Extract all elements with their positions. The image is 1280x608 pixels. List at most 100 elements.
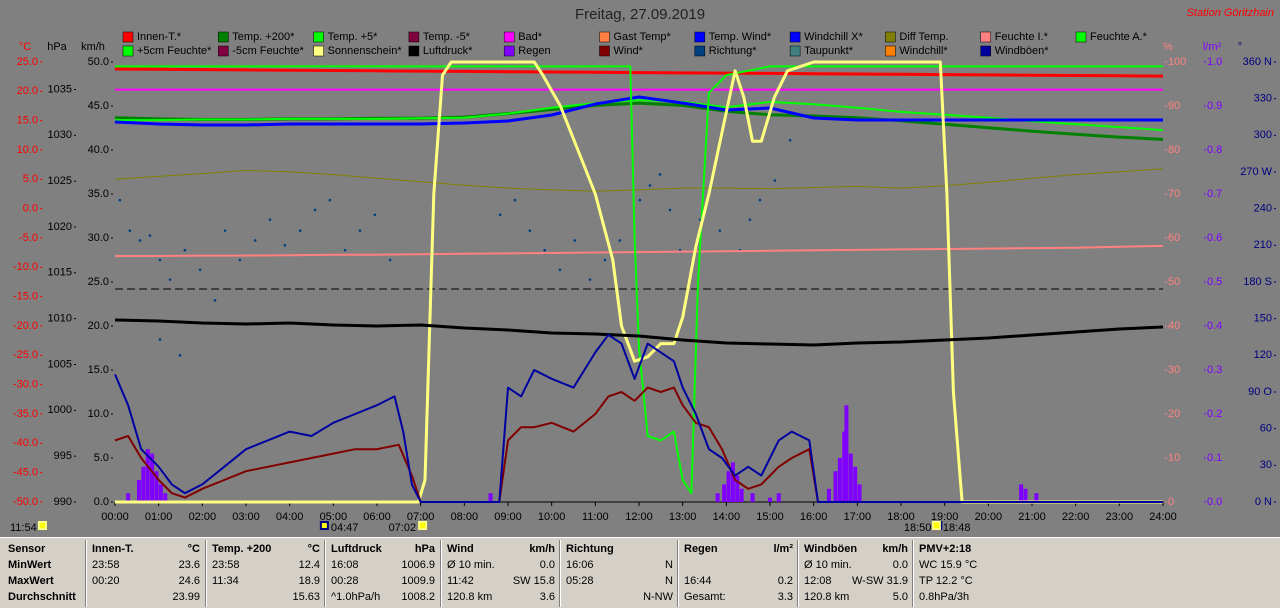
rain-bar [833, 471, 838, 502]
x-tick-label: 22:00 [1062, 511, 1090, 523]
y-tick-label: -25.0 [13, 349, 38, 361]
table-cell: 12:08 [804, 575, 832, 587]
y-tick-label: 120 [1254, 349, 1272, 361]
y-tick-label: 40 [1168, 320, 1180, 332]
legend-label: Bad* [518, 31, 543, 43]
direction-dot [788, 138, 792, 142]
direction-dot [618, 239, 622, 242]
y-tick-label: 0.7 [1207, 188, 1222, 200]
y-tick-label: 0.0 [94, 496, 109, 508]
rain-bar [853, 466, 858, 502]
legend-swatch [122, 45, 134, 57]
separator [677, 540, 679, 607]
legend-swatch [218, 31, 229, 43]
sun-moon-icon [40, 523, 45, 528]
station-name: Station Göritzhain [1187, 7, 1274, 19]
legend-label: Temp. Wind* [709, 31, 772, 43]
direction-dot [183, 248, 187, 252]
table-cell: 5.0 [892, 591, 908, 603]
rain-bar [848, 453, 853, 502]
y-tick-label: 360 N [1243, 56, 1272, 68]
rain-bar [844, 405, 849, 502]
legend-label: Richtung* [709, 45, 757, 57]
table-cell: MaxWert [8, 575, 54, 587]
sun-moon-icon [933, 523, 939, 528]
legend-swatch [503, 45, 515, 57]
rain-bar [158, 484, 163, 502]
y-tick-label: 5.0 [94, 452, 109, 464]
marker-label: 07:02 [389, 522, 417, 534]
table-cell: 12.4 [298, 559, 320, 571]
legend-swatch [885, 45, 896, 57]
separator [324, 540, 326, 607]
table-cell: W-SW 31.9 [851, 575, 908, 587]
y-tick-label: 50 [1168, 276, 1180, 288]
direction-dot [213, 299, 217, 302]
y-tick-label: 15.0 [17, 115, 38, 127]
legend-label: Windböen* [995, 45, 1050, 57]
table-cell: N [665, 575, 673, 587]
direction-dot [373, 213, 377, 217]
legend-swatch [218, 45, 229, 57]
table-cell: 1009.9 [401, 575, 435, 587]
table-cell: 1008.2 [401, 591, 435, 603]
y-tick-label: 1025 [48, 175, 72, 187]
rain-bar [126, 493, 131, 502]
separator [205, 540, 207, 607]
table-cell: MinWert [8, 559, 52, 571]
x-tick-label: 11:00 [582, 511, 609, 523]
table-cell: 23:58 [92, 559, 120, 571]
table-cell: 1006.9 [401, 559, 435, 571]
y-tick-label: -20.0 [13, 320, 38, 332]
direction-dot [748, 218, 752, 221]
x-tick-label: 10:00 [538, 511, 566, 523]
direction-dot [298, 229, 302, 232]
series-line [114, 168, 1164, 192]
table-cell: SW 15.8 [512, 575, 555, 587]
table-cell: TP 12.2 °C [919, 575, 973, 587]
y-tick-label: 20.0 [88, 320, 109, 332]
direction-dot [158, 338, 162, 341]
direction-dot [313, 208, 317, 212]
direction-dot [283, 244, 287, 247]
rain-bar [750, 493, 755, 502]
y-tick-label: 0.1 [1207, 452, 1222, 464]
rain-bar [163, 493, 168, 502]
y-tick-label: 1015 [48, 267, 72, 279]
x-tick-label: 18:00 [887, 511, 915, 523]
y-tick-label: 30 [1260, 459, 1272, 471]
table-cell: Ø 10 min. [804, 559, 852, 571]
y-tick-label: 90 O [1248, 386, 1272, 398]
table-cell: hPa [414, 543, 435, 555]
series-line [114, 95, 1163, 127]
y-tick-label: 0.2 [1207, 408, 1222, 420]
table-cell: 24.6 [178, 575, 200, 587]
y-tick-label: 10.0 [88, 408, 109, 420]
x-tick-label: 14:00 [713, 511, 741, 523]
axis-unit: km/h [81, 41, 105, 53]
direction-dot [388, 258, 392, 262]
x-tick-label: 03:00 [232, 511, 260, 523]
x-tick-label: 12:00 [625, 511, 653, 523]
table-cell: km/h [882, 543, 908, 555]
legend-swatch [313, 31, 324, 43]
stats-table: Sensor MinWert MaxWert Durchschnitt Innen-T.… [0, 537, 1280, 608]
direction-dot [603, 258, 607, 262]
y-tick-label: 300 [1254, 129, 1272, 141]
legend-swatch [408, 45, 420, 57]
direction-dot [638, 198, 642, 202]
legend-label: Windchill X* [804, 31, 863, 43]
y-tick-label: 180 S [1243, 276, 1272, 288]
y-tick-label: 210 [1254, 239, 1272, 251]
rain-bar [776, 493, 781, 502]
rain-bar [1023, 488, 1028, 502]
y-tick-label: -15.0 [13, 291, 38, 303]
series-line [115, 99, 1164, 132]
direction-dot [513, 198, 517, 202]
y-tick-label: 330 [1254, 93, 1272, 105]
marker-label: 11:54 [10, 522, 37, 534]
x-tick-label: 19:00 [931, 511, 959, 523]
direction-dot [178, 354, 182, 357]
chart: Freitag, 27.09.2019 Station Göritzhain °… [10, 6, 1276, 534]
x-tick-label: 21:00 [1018, 511, 1046, 523]
